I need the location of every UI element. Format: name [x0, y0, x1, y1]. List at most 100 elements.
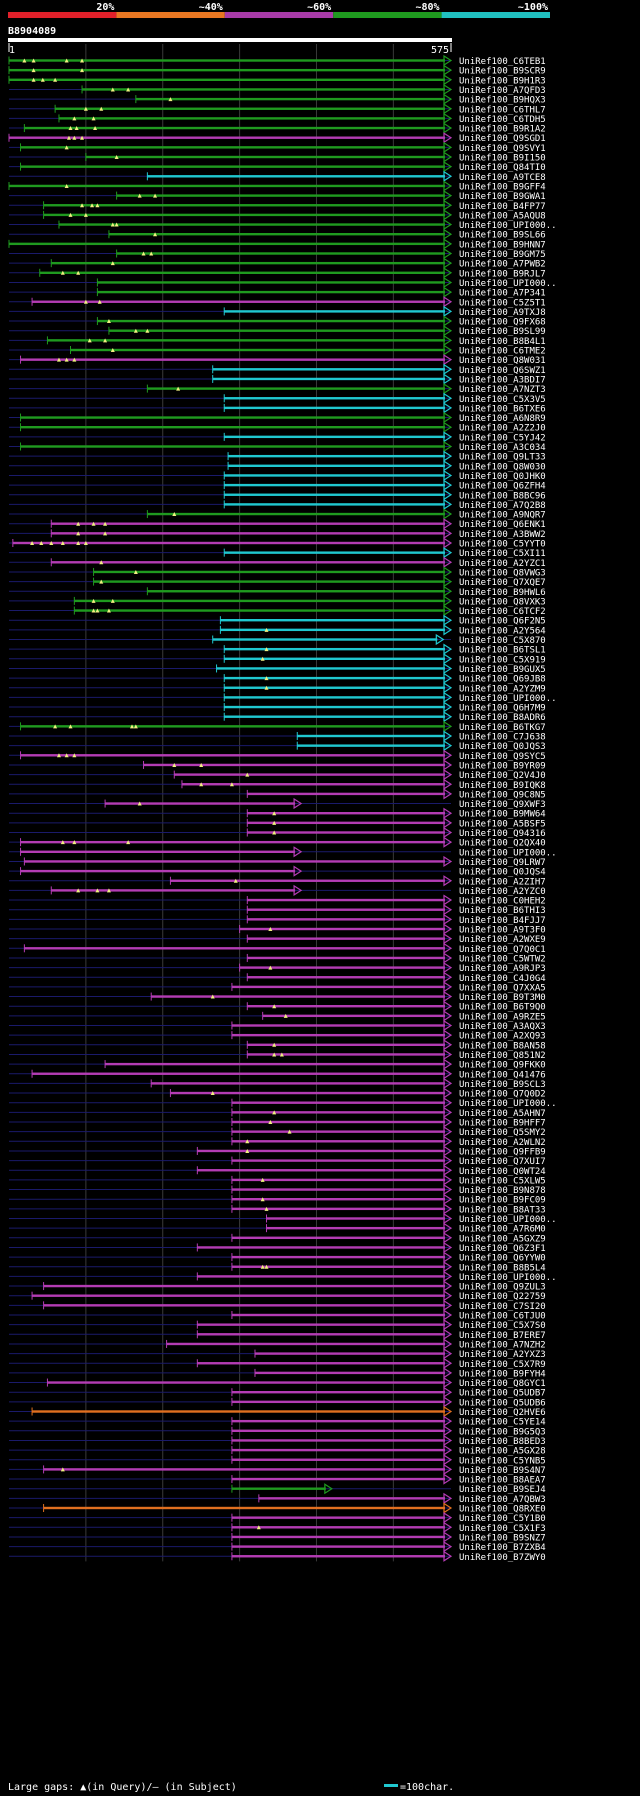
hit-row[interactable]: UniRef100_Q0JQS3: [9, 740, 546, 752]
hit-id-link[interactable]: UniRef100_A7QBW3: [459, 1495, 546, 1505]
hit-row[interactable]: UniRef100_Q22759: [9, 1290, 546, 1302]
hit-row[interactable]: UniRef100_Q0JHK0: [9, 469, 546, 482]
hit-bar[interactable]: [231, 1207, 445, 1211]
hit-row[interactable]: UniRef100_Q5UDB6: [9, 1396, 546, 1408]
hit-bar[interactable]: [197, 1149, 445, 1153]
hit-id-link[interactable]: UniRef100_Q8GYC1: [459, 1379, 546, 1389]
hit-row[interactable]: UniRef100_Q7XXA5: [9, 981, 546, 993]
hit-row[interactable]: UniRef100_B9RJL7: [9, 267, 546, 279]
hit-bar[interactable]: [224, 686, 445, 689]
hit-bar[interactable]: [20, 358, 446, 361]
hit-row[interactable]: UniRef100_Q7XQE7: [9, 576, 546, 588]
hit-id-link[interactable]: UniRef100_B6T9Q0: [459, 1003, 546, 1013]
hit-row[interactable]: UniRef100_B7ZWY0: [9, 1550, 546, 1563]
hit-bar[interactable]: [51, 522, 445, 525]
hit-id-link[interactable]: UniRef100_A7QFD3: [459, 86, 546, 96]
hit-id-link[interactable]: UniRef100_C5Y1B0: [459, 1514, 546, 1524]
hit-id-link[interactable]: UniRef100_Q9LRW7: [459, 858, 546, 868]
hit-bar[interactable]: [20, 445, 446, 448]
hit-row[interactable]: UniRef100_Q6ZFH4: [9, 479, 546, 492]
hit-bar[interactable]: [85, 155, 445, 159]
hit-row[interactable]: UniRef100_C7J638: [9, 730, 546, 743]
hit-id-link[interactable]: UniRef100_Q7Q0C1: [459, 945, 546, 955]
hit-id-link[interactable]: UniRef100_Q8W030: [459, 462, 546, 472]
hit-bar[interactable]: [224, 493, 445, 496]
hit-bar[interactable]: [24, 860, 446, 863]
hit-bar[interactable]: [231, 1101, 445, 1104]
hit-id-link[interactable]: UniRef100_B7ERE7: [459, 1331, 546, 1341]
hit-row[interactable]: UniRef100_B9N878: [9, 1183, 546, 1196]
hit-row[interactable]: UniRef100_Q6SWZ1: [9, 363, 546, 376]
hit-row[interactable]: UniRef100_UPI000..: [9, 1270, 557, 1283]
hit-id-link[interactable]: UniRef100_B9R1A2: [459, 125, 546, 135]
hit-id-link[interactable]: UniRef100_B8AT33: [459, 1205, 546, 1215]
hit-row[interactable]: UniRef100_B9I150: [9, 151, 546, 164]
hit-id-link[interactable]: UniRef100_UPI000..: [459, 279, 557, 289]
hit-bar[interactable]: [224, 676, 445, 680]
hit-id-link[interactable]: UniRef100_Q8VXK3: [459, 597, 546, 607]
hit-row[interactable]: UniRef100_A7R6M0: [9, 1222, 546, 1235]
hit-row[interactable]: UniRef100_A2WLN2: [9, 1135, 546, 1148]
hit-row[interactable]: UniRef100_Q0JQS4: [9, 865, 546, 878]
hit-id-link[interactable]: UniRef100_Q2V4J0: [459, 771, 546, 781]
hit-id-link[interactable]: UniRef100_A9RJP3: [459, 964, 546, 974]
hit-id-link[interactable]: UniRef100_C5X7R9: [459, 1360, 546, 1370]
hit-row[interactable]: UniRef100_Q851N2: [9, 1048, 546, 1061]
hit-bar[interactable]: [224, 715, 445, 718]
hit-bar[interactable]: [197, 1246, 445, 1249]
hit-id-link[interactable]: UniRef100_A2YXZ3: [459, 1350, 546, 1360]
hit-id-link[interactable]: UniRef100_B8AN58: [459, 1041, 546, 1051]
hit-bar[interactable]: [32, 300, 445, 303]
hit-row[interactable]: UniRef100_Q6YYW0: [9, 1251, 546, 1264]
hit-bar[interactable]: [20, 416, 446, 419]
hit-bar[interactable]: [93, 580, 445, 583]
hit-bar[interactable]: [108, 329, 446, 332]
hit-bar[interactable]: [224, 397, 445, 400]
hit-row[interactable]: UniRef100_A3AQX3: [9, 1019, 546, 1032]
hit-id-link[interactable]: UniRef100_C6TEB1: [459, 57, 546, 67]
hit-id-link[interactable]: UniRef100_C5YJ42: [459, 433, 546, 443]
hit-bar[interactable]: [32, 1072, 445, 1075]
hit-id-link[interactable]: UniRef100_Q8W031: [459, 356, 546, 366]
hit-bar[interactable]: [197, 1169, 445, 1172]
hit-row[interactable]: UniRef100_Q9LRW7: [9, 855, 546, 868]
hit-bar[interactable]: [9, 59, 445, 62]
hit-bar[interactable]: [24, 126, 446, 130]
hit-bar[interactable]: [20, 840, 446, 844]
hit-id-link[interactable]: UniRef100_Q9FFB9: [459, 1147, 546, 1157]
hit-bar[interactable]: [51, 261, 445, 265]
hit-row[interactable]: UniRef100_B9HNN7: [8, 238, 546, 250]
hit-row[interactable]: UniRef100_A2Y564: [9, 624, 546, 636]
hit-id-link[interactable]: UniRef100_Q22759: [459, 1292, 546, 1302]
hit-row[interactable]: UniRef100_Q9LT33: [9, 450, 546, 463]
hit-bar[interactable]: [231, 1255, 445, 1259]
hit-row[interactable]: UniRef100_A5BSF5: [9, 817, 546, 829]
hit-id-link[interactable]: UniRef100_A5GX28: [459, 1447, 546, 1457]
hit-id-link[interactable]: UniRef100_UPI000..: [459, 848, 557, 858]
hit-id-link[interactable]: UniRef100_B9YR09: [459, 761, 546, 771]
hit-id-link[interactable]: UniRef100_C5X7S0: [459, 1321, 546, 1331]
hit-bar[interactable]: [166, 1342, 445, 1346]
hit-id-link[interactable]: UniRef100_C6TDH5: [459, 115, 546, 125]
hit-row[interactable]: UniRef100_Q94316: [9, 826, 546, 839]
hit-id-link[interactable]: UniRef100_Q6ENK1: [459, 520, 546, 530]
hit-bar[interactable]: [231, 1526, 445, 1529]
hit-bar[interactable]: [231, 1140, 445, 1143]
hit-bar[interactable]: [12, 541, 446, 545]
hit-bar[interactable]: [247, 918, 445, 921]
hit-id-link[interactable]: UniRef100_C5Z5T1: [459, 298, 546, 308]
hit-id-link[interactable]: UniRef100_B9FC09: [459, 1196, 546, 1206]
hit-row[interactable]: UniRef100_B9H1R3: [8, 74, 546, 86]
hit-bar[interactable]: [224, 474, 445, 477]
hit-id-link[interactable]: UniRef100_C0HEH2: [459, 897, 546, 907]
hit-id-link[interactable]: UniRef100_A7PWB2: [459, 260, 546, 270]
hit-id-link[interactable]: UniRef100_A2YZC1: [459, 559, 546, 569]
hit-bar[interactable]: [247, 831, 445, 834]
hit-id-link[interactable]: UniRef100_C5X870: [459, 636, 546, 646]
hit-id-link[interactable]: UniRef100_A2ZIH7: [459, 877, 546, 887]
hit-id-link[interactable]: UniRef100_A2Y564: [459, 626, 546, 636]
hit-id-link[interactable]: UniRef100_B9HWL6: [459, 588, 546, 598]
hit-row[interactable]: UniRef100_B7ZXB4: [9, 1541, 546, 1553]
hit-id-link[interactable]: UniRef100_B9HNN7: [459, 240, 546, 250]
hit-row[interactable]: UniRef100_B9YR09: [9, 759, 546, 771]
